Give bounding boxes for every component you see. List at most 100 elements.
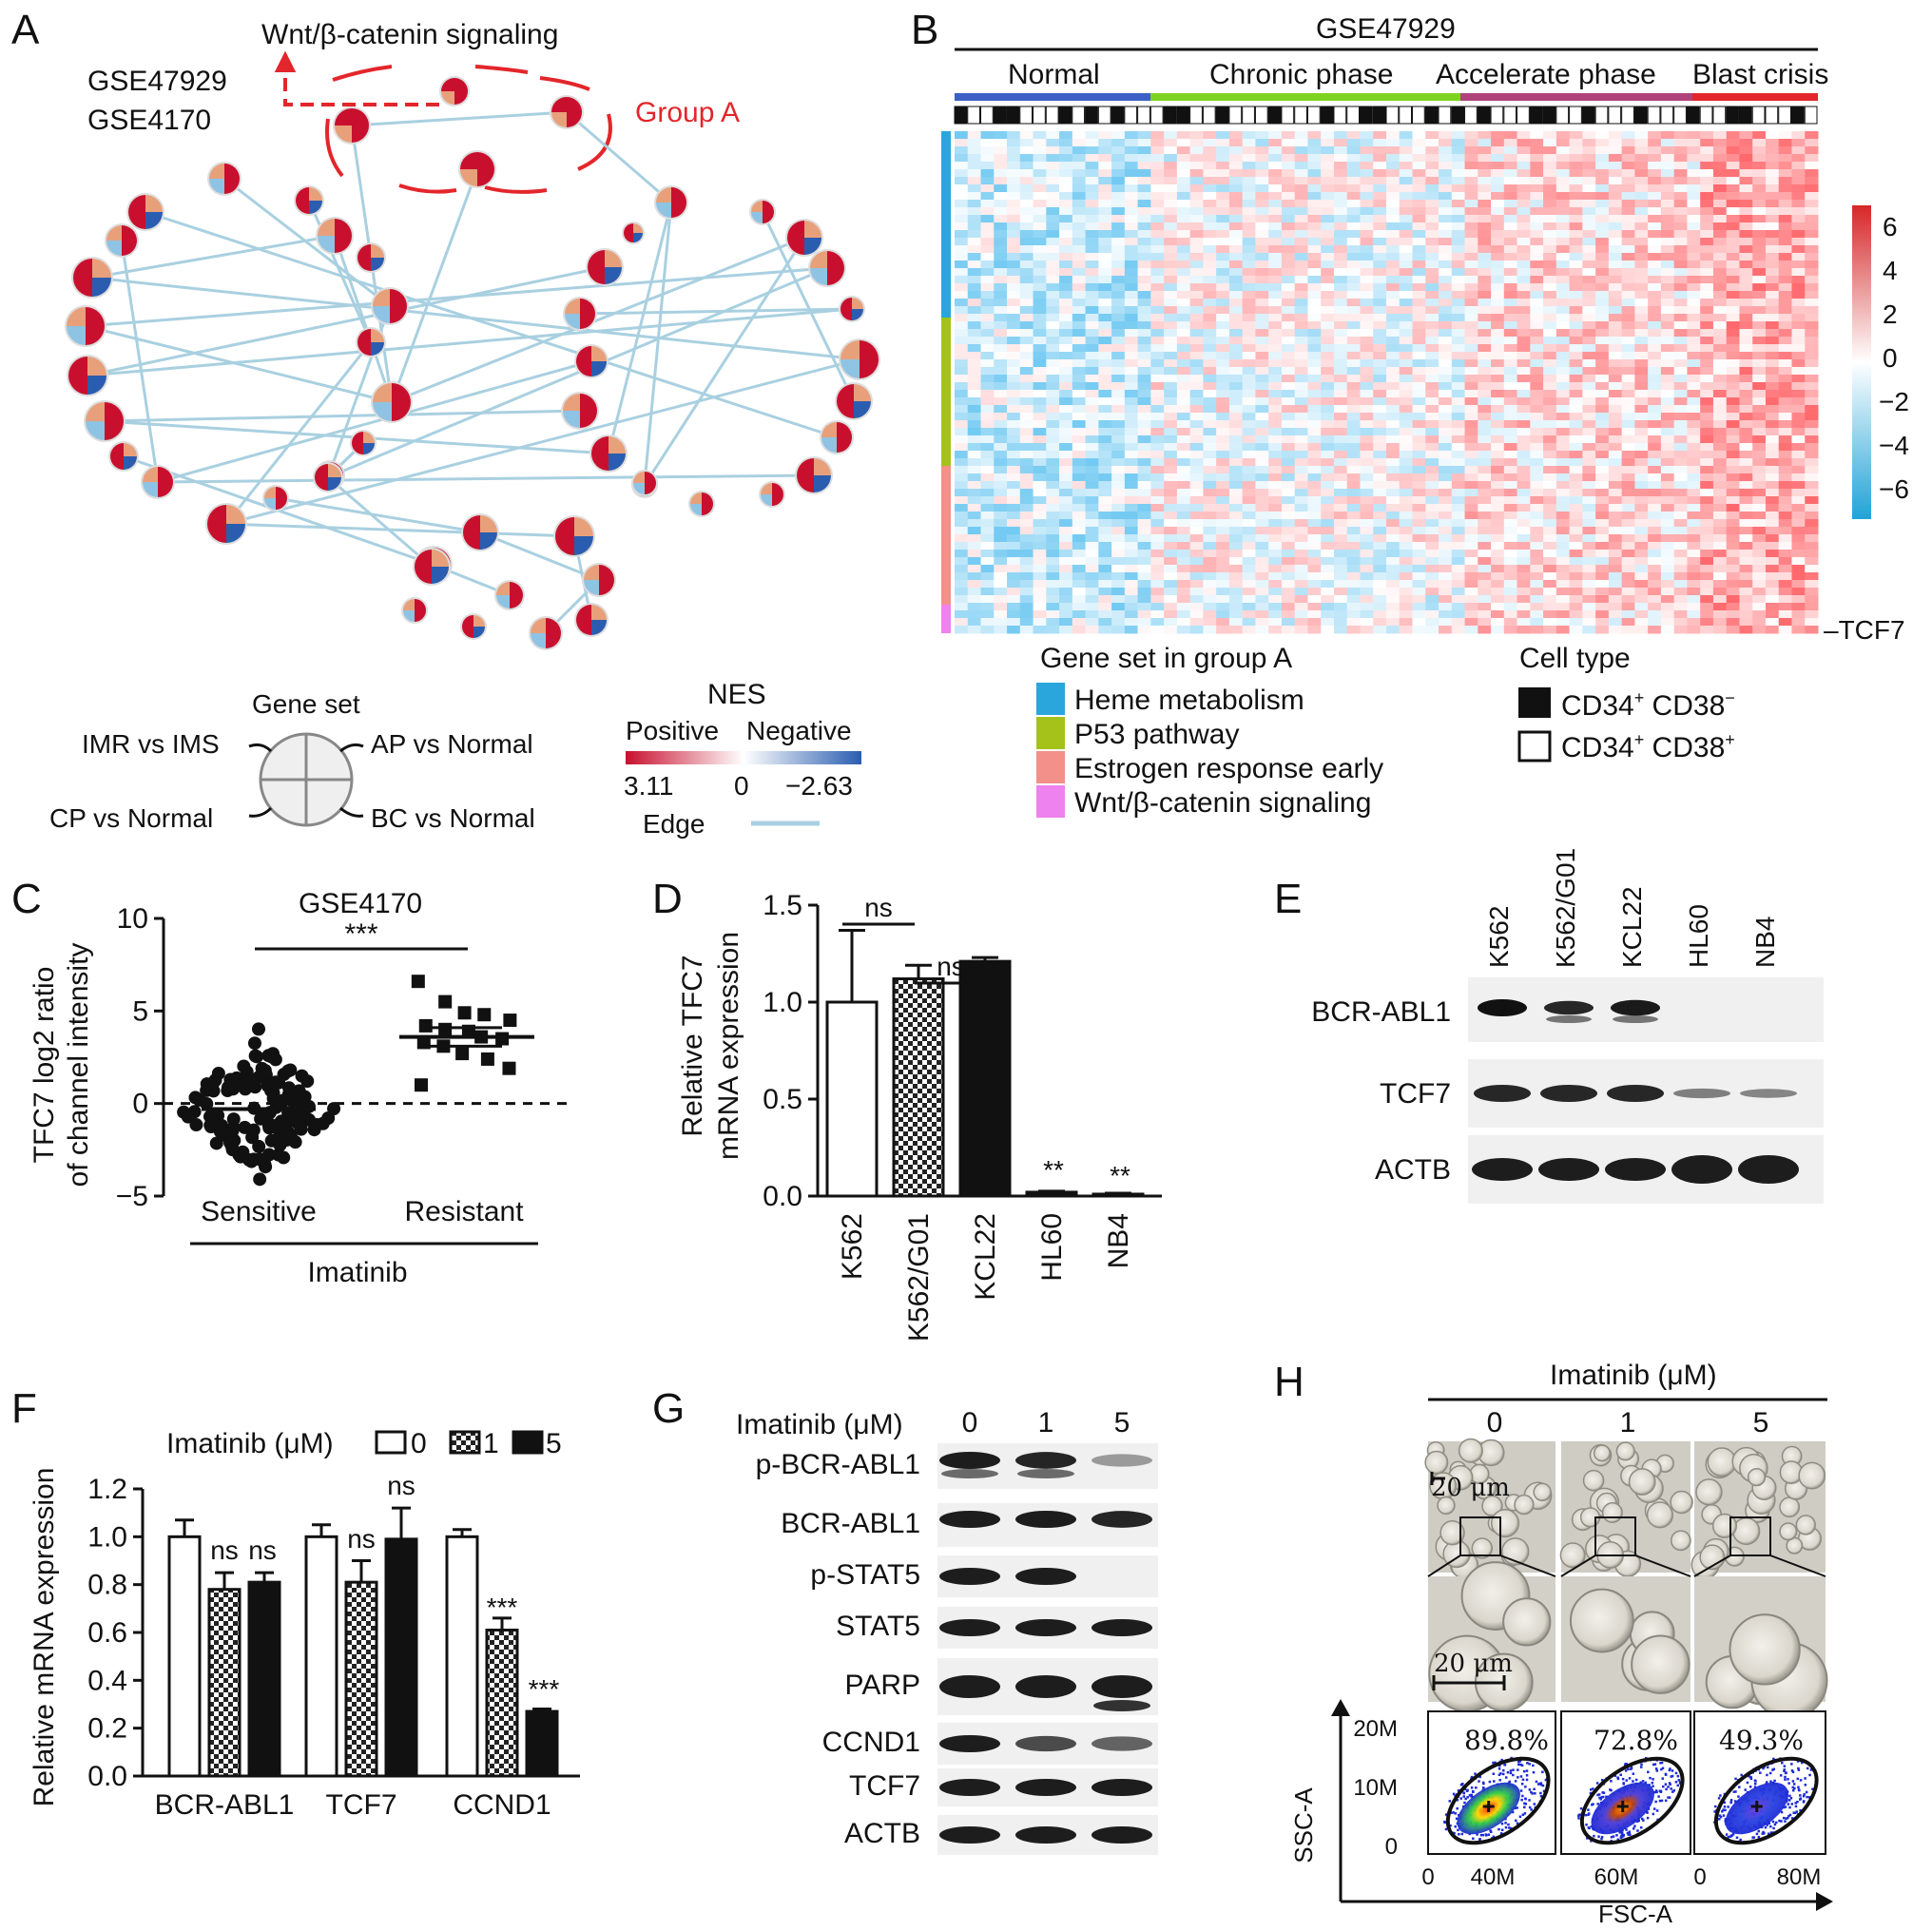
group-a-label: Group A — [635, 97, 740, 128]
heatmap-cell — [1543, 588, 1557, 596]
heatmap-cell — [1503, 222, 1518, 231]
heatmap-cell — [1648, 610, 1662, 619]
heatmap-cell — [1203, 192, 1217, 201]
heatmap-cell — [1333, 550, 1348, 558]
data-point-sensitive — [273, 1138, 287, 1152]
heatmap-cell — [1098, 321, 1112, 330]
heatmap-cell — [1386, 481, 1401, 490]
heatmap-cell — [1346, 603, 1361, 611]
node-quadrant — [840, 340, 860, 359]
heatmap-cell — [1386, 329, 1401, 338]
heatmap-cell — [1203, 314, 1217, 322]
heatmap-cell — [1268, 337, 1283, 345]
heatmap-cell — [1752, 359, 1767, 368]
heatmap-cell — [1346, 283, 1361, 292]
heatmap-cell — [1582, 200, 1596, 208]
heatmap-cell — [1726, 299, 1740, 307]
heatmap-cell — [1294, 268, 1308, 277]
heatmap-cell — [1791, 131, 1806, 140]
heatmap-cell — [1517, 215, 1531, 223]
network-edge — [351, 110, 568, 127]
heatmap-cell — [1687, 397, 1701, 406]
heatmap-cell — [1176, 542, 1191, 550]
heatmap-cell — [1648, 420, 1662, 429]
heatmap-cell — [1281, 337, 1296, 345]
heatmap-cell — [1464, 276, 1478, 284]
heatmap-cell — [980, 610, 995, 619]
heatmap-cell — [1228, 458, 1244, 467]
heatmap-cell — [1268, 352, 1283, 360]
heatmap-cell — [1281, 481, 1296, 490]
heatmap-cell — [1673, 337, 1688, 345]
heatmap-cell — [980, 359, 995, 368]
heatmap-cell — [1098, 382, 1112, 391]
heatmap-cell — [1765, 435, 1780, 444]
heatmap-cell — [1098, 413, 1112, 421]
heatmap-cell — [1307, 542, 1322, 550]
heatmap-cell — [1007, 550, 1021, 558]
heatmap-cell — [1242, 542, 1256, 550]
heatmap-cell — [1150, 405, 1165, 414]
heatmap-cell — [1726, 283, 1740, 292]
heatmap-cell — [1765, 542, 1780, 550]
heatmap-cell — [1478, 207, 1492, 216]
heatmap-cell — [1439, 359, 1453, 368]
cell-type-cell — [1804, 106, 1818, 125]
heatmap-cell — [1700, 207, 1714, 216]
heatmap-cell — [994, 504, 1008, 512]
heatmap-cell — [1046, 397, 1060, 406]
heatmap-cell — [1189, 458, 1204, 467]
heatmap-cell — [1268, 146, 1283, 155]
heatmap-cell — [1673, 131, 1688, 140]
heatmap-cell — [967, 192, 982, 201]
heatmap-cell — [1072, 397, 1087, 406]
heatmap-cell — [1059, 291, 1073, 299]
heatmap-cell — [1425, 314, 1439, 322]
heatmap-cell — [1503, 146, 1518, 155]
heatmap-cell — [1189, 359, 1204, 368]
heatmap-cell — [1059, 382, 1073, 391]
heatmap-cell — [1216, 291, 1230, 299]
heatmap-cell — [1111, 572, 1126, 581]
network-edge — [157, 473, 815, 484]
heatmap-cell — [955, 200, 969, 208]
heatmap-cell — [1137, 405, 1151, 414]
heatmap-cell — [1228, 580, 1244, 589]
heatmap-cell — [1805, 215, 1819, 223]
heatmap-cell — [1321, 299, 1335, 307]
heatmap-cell — [1451, 572, 1466, 581]
heatmap-cell — [1687, 367, 1701, 376]
heatmap-cell — [1608, 527, 1623, 535]
node-quadrant — [352, 108, 369, 126]
heatmap-cell — [1268, 504, 1283, 512]
heatmap-cell — [1019, 291, 1034, 299]
heatmap-cell — [1137, 268, 1151, 277]
heatmap-cell — [1555, 405, 1571, 414]
heatmap-cell — [1203, 435, 1217, 444]
heatmap-cell — [1333, 610, 1348, 619]
heatmap-cell — [1634, 458, 1649, 467]
heatmap-cell — [1137, 359, 1151, 368]
heatmap-cell — [1164, 207, 1178, 216]
heatmap-cell — [1242, 428, 1256, 436]
heatmap-cell — [1333, 542, 1348, 550]
heatmap-cell — [967, 542, 982, 550]
heatmap-cell — [1307, 626, 1322, 634]
heatmap-cell — [955, 413, 969, 421]
heatmap-cell — [1648, 557, 1662, 566]
heatmap-cell — [1582, 291, 1596, 299]
heatmap-cell — [1007, 428, 1021, 436]
heatmap-cell — [1399, 215, 1414, 223]
heatmap-cell — [1555, 542, 1571, 550]
heatmap-cell — [1085, 512, 1099, 520]
heatmap-cell — [1425, 253, 1439, 261]
heatmap-cell — [1111, 261, 1126, 269]
heatmap-cell — [1660, 299, 1675, 307]
heatmap-cell — [1033, 253, 1047, 261]
heatmap-cell — [1255, 466, 1269, 474]
heatmap-cell — [1439, 261, 1453, 269]
heatmap-cell — [1491, 177, 1505, 185]
heatmap-cell — [1111, 435, 1126, 444]
heatmap-cell — [1007, 222, 1021, 231]
heatmap-cell — [1673, 245, 1688, 254]
